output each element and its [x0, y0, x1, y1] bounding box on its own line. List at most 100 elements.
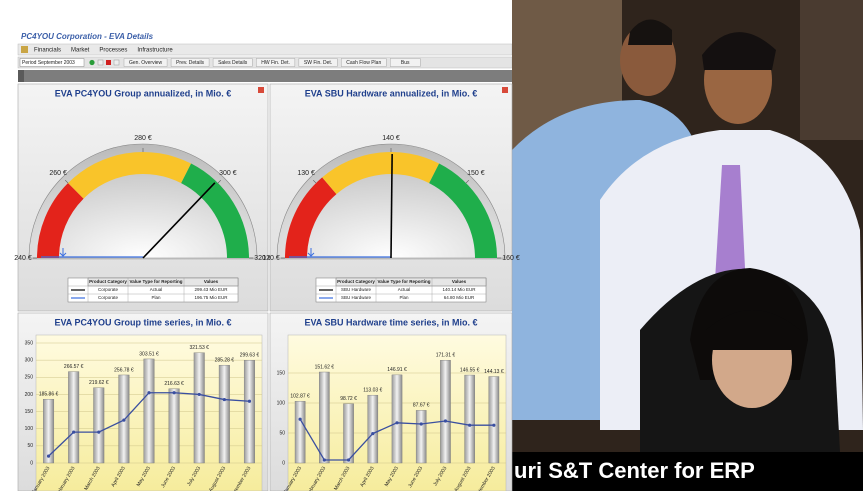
bar	[144, 359, 155, 463]
panel-title: EVA PC4YOU Group time series, in Mio. €	[54, 317, 231, 327]
bar-value-label: 102.87 €	[290, 394, 310, 400]
table-header: Product Category	[89, 279, 127, 284]
bar	[465, 375, 475, 463]
gauge-tick-label: 140 €	[382, 135, 400, 142]
bar	[392, 375, 402, 463]
y-tick-label: 350	[25, 340, 34, 346]
y-tick-label: 0	[282, 460, 285, 466]
toolbar-button-label: Bus	[401, 60, 410, 66]
toolbar-button-label: Sales Details	[218, 60, 248, 66]
gauge-tick-label: 150 €	[467, 170, 485, 177]
table-cell: 64.80 Mio EUR	[444, 295, 475, 300]
bar-value-label: 113.03 €	[363, 388, 382, 394]
chart: EVA SBU Hardware time series, in Mio. € 0…	[270, 313, 512, 491]
gauge-tick-label: 240 €	[14, 255, 32, 262]
line-point	[299, 418, 302, 421]
status-green[interactable]	[89, 60, 94, 65]
bar-value-label: 299.63 €	[240, 353, 260, 359]
table-cell: Actual	[398, 287, 411, 292]
bar-value-label: 219.62 €	[89, 380, 109, 386]
chart: EVA PC4YOU Group annualized, in Mio. € 24…	[14, 84, 272, 311]
menu-item[interactable]: Processes	[99, 48, 127, 54]
menu: Financials Market Processes Infrastructure	[34, 48, 173, 54]
menu-item[interactable]: Financials	[34, 48, 61, 54]
charts: EVA PC4YOU Group annualized, in Mio. € 24…	[14, 84, 520, 491]
bar-value-label: 151.62 €	[315, 364, 335, 370]
menu-item[interactable]: Market	[71, 48, 90, 54]
bar	[94, 388, 105, 463]
toolbar-button-label: HW Fin. Det.	[261, 60, 290, 66]
menu-bar	[18, 44, 512, 55]
y-tick-label: 50	[27, 443, 33, 449]
table-header: Values	[452, 279, 467, 284]
bar-value-label: 98.72 €	[340, 396, 357, 402]
bar-value-label: 303.51 €	[139, 351, 159, 357]
header-strip	[18, 70, 512, 82]
table-cell: Plan	[151, 295, 161, 300]
y-tick-label: 200	[25, 392, 34, 398]
page: PC4YOU Corporation - EVA Details Financi…	[0, 0, 863, 491]
gauge-tick-label: 300 €	[219, 170, 237, 177]
y-tick-label: 300	[25, 357, 34, 363]
bar-value-label: 321.53 €	[189, 345, 209, 351]
table-header: Value Type for Reporting	[130, 279, 183, 284]
table-cell: Corporate	[98, 287, 119, 292]
line-point	[122, 419, 125, 422]
line-point	[173, 391, 176, 394]
bar	[440, 360, 450, 463]
line-point	[468, 424, 471, 427]
panel-title: EVA SBU Hardware annualized, in Mio. €	[305, 88, 478, 98]
line-point	[420, 422, 423, 425]
bar-value-label: 285.28 €	[215, 358, 235, 364]
photo: uri S&T Center for ERP	[512, 0, 863, 491]
panel-title: EVA PC4YOU Group annualized, in Mio. €	[55, 88, 232, 98]
table-cell: SBU Hardware	[341, 295, 372, 300]
line-point	[444, 419, 447, 422]
y-tick-label: 100	[277, 400, 286, 406]
photo-wall	[800, 0, 863, 140]
bar	[319, 372, 329, 463]
bar-value-label: 185.86 €	[39, 392, 59, 398]
bar	[244, 360, 255, 463]
line-point	[248, 400, 251, 403]
line-point	[47, 455, 50, 458]
line-point	[97, 431, 100, 434]
gauge-tick-label: 260 €	[49, 170, 67, 177]
table-cell: 196.75 Mio EUR	[194, 295, 228, 300]
toolbar-button-label: Prev. Details	[176, 60, 204, 66]
bar-value-label: 266.57 €	[64, 364, 84, 370]
table-cell: 140.14 Mio EUR	[442, 287, 476, 292]
gauge-tick-label: 160 €	[502, 255, 520, 262]
menu-item[interactable]: Infrastructure	[137, 48, 173, 54]
bar	[194, 353, 205, 463]
table-cell: Plan	[399, 295, 409, 300]
close-icon[interactable]	[258, 87, 264, 93]
bar	[68, 372, 79, 463]
table-cell: Actual	[150, 287, 163, 292]
photo-caption: uri S&T Center for ERP	[514, 458, 755, 483]
bar	[295, 401, 305, 463]
toolbar-button-label: Gen. Overview	[129, 60, 162, 66]
bar-value-label: 144.13 €	[484, 369, 504, 375]
panel-title: EVA SBU Hardware time series, in Mio. €	[304, 317, 477, 327]
bar-value-label: 256.78 €	[114, 367, 134, 373]
bar	[489, 377, 499, 463]
table-cell: SBU Hardware	[341, 287, 372, 292]
gauge-tick-label: 120 €	[262, 255, 280, 262]
table-cell: Corporate	[98, 295, 119, 300]
status-box[interactable]	[114, 60, 119, 65]
close-icon[interactable]	[502, 87, 508, 93]
y-tick-label: 250	[25, 375, 34, 381]
bar	[169, 389, 180, 463]
status-red[interactable]	[106, 60, 111, 65]
line-point	[223, 398, 226, 401]
bar-value-label: 87.67 €	[413, 403, 430, 409]
line-point	[323, 458, 326, 461]
status-box[interactable]	[98, 60, 103, 65]
bar	[368, 395, 378, 463]
period-label: Period September 2003	[22, 60, 75, 66]
line-point	[198, 393, 201, 396]
y-tick-label: 0	[30, 460, 33, 466]
bar-value-label: 146.55 €	[460, 367, 480, 373]
table-header: Values	[204, 279, 219, 284]
